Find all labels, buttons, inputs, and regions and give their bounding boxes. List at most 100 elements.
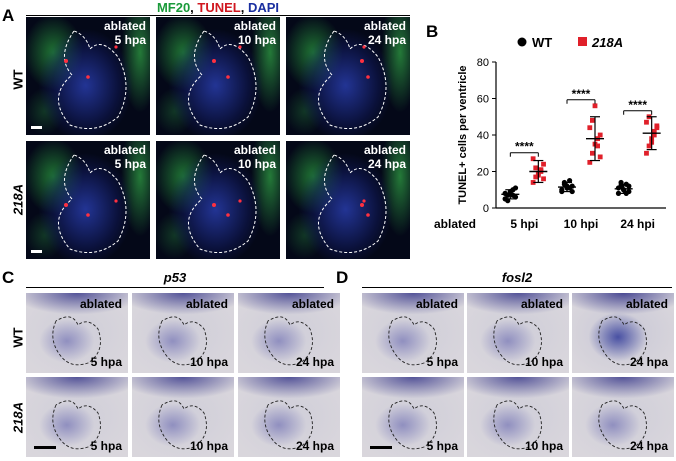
data-point-218a (587, 125, 593, 131)
data-point-wt (569, 188, 575, 195)
x-tick-label: 10 hpi (564, 217, 599, 231)
panel-label-d: D (336, 268, 349, 287)
scale-bar (370, 446, 392, 449)
tile-label-top: ablated (103, 19, 146, 33)
heart-outline (52, 400, 101, 450)
panel-c-gene: p53 (163, 270, 187, 285)
data-point-218a (587, 159, 593, 165)
tile-label-time: 5 hpa (90, 439, 122, 453)
tile-label-top: ablated (291, 297, 334, 311)
data-point-218a (530, 156, 536, 162)
scale-bar (31, 126, 42, 129)
fluorescence-image: ablated 5 hpa (26, 17, 150, 135)
data-point-218a (651, 132, 657, 138)
panel-d-underline (362, 287, 672, 288)
heart-outline (188, 30, 257, 130)
y-tick-label: 60 (477, 94, 489, 106)
tile-label-time: 24 hpa (629, 439, 668, 453)
tile-label-time: 5 hpa (114, 33, 146, 47)
heart-outline (598, 400, 647, 450)
significance-label: **** (572, 87, 591, 101)
in-situ-image: 5 hpa (362, 377, 464, 457)
tile-label-top: ablated (415, 297, 458, 311)
panel-a-title: MF20, TUNEL, DAPI (26, 0, 410, 15)
in-situ-image: ablated 24 hpa (572, 293, 674, 373)
scale-bar (31, 250, 42, 253)
data-point-wt (502, 190, 508, 196)
legend-marker-wt (517, 37, 527, 47)
panel-c-underline (26, 287, 324, 288)
heart-outline (388, 316, 437, 366)
tile-label-top: ablated (625, 297, 668, 311)
panel-label-c: C (2, 268, 15, 287)
tile-label-top: ablated (185, 297, 228, 311)
y-tick-label: 0 (483, 203, 489, 215)
in-situ-image: ablated 5 hpa (26, 293, 128, 373)
tile-label-time: 5 hpa (90, 355, 122, 369)
row-label-wt-c: WT (10, 327, 26, 348)
panel-label-b: B (426, 22, 439, 41)
heart-outline (598, 316, 647, 366)
data-point-218a (541, 176, 546, 182)
data-point-218a (597, 154, 603, 160)
data-point-218a (592, 103, 598, 109)
fluorescence-image: ablated 24 hpa (286, 17, 410, 135)
data-point-218a (533, 165, 539, 171)
row-label-wt-a: WT (10, 69, 26, 90)
heart-outline (52, 316, 101, 366)
in-situ-image: ablated 5 hpa (362, 293, 464, 373)
panel-a-title-part: DAPI (247, 0, 280, 15)
data-point-218a (644, 119, 649, 125)
scale-bar (34, 446, 56, 449)
panel-a-title-part: , (240, 0, 248, 15)
row-label-218a-a: 218A (10, 183, 26, 216)
heart-outline (264, 316, 313, 366)
in-situ-image: 10 hpa (467, 377, 569, 457)
in-situ-image: 10 hpa (132, 377, 234, 457)
significance-label: **** (515, 140, 534, 154)
fluorescence-image: ablated 10 hpa (156, 17, 280, 135)
panel-a-title-part: MF20 (156, 0, 191, 15)
tile-label-time: 5 hpa (114, 157, 146, 171)
in-situ-image: 5 hpa (26, 377, 128, 457)
tile-label-top: ablated (363, 19, 406, 33)
in-situ-image: ablated 10 hpa (467, 293, 569, 373)
heart-outline (388, 400, 437, 450)
x-tick-label: 24 hpi (620, 217, 655, 231)
tile-label-time: 10 hpa (189, 439, 228, 453)
data-point-218a (646, 143, 652, 149)
data-point-218a (644, 150, 649, 156)
y-axis-label: TUNEL+ cells per ventricle (457, 65, 469, 204)
tile-label-time: 24 hpa (295, 355, 334, 369)
tile-label-time: 5 hpa (426, 439, 458, 453)
data-point-wt (615, 185, 622, 191)
tile-label-top: ablated (233, 19, 276, 33)
fluorescence-image: ablated 10 hpa (156, 141, 280, 259)
data-point-218a (654, 125, 660, 131)
data-point-218a (533, 174, 539, 180)
tile-label-time: 24 hpa (629, 355, 668, 369)
data-point-wt (510, 192, 516, 198)
heart-outline (493, 316, 542, 366)
data-point-218a (541, 161, 546, 167)
tile-label-top: ablated (79, 297, 122, 311)
panel-a-title-underline (26, 15, 410, 16)
tile-label-top: ablated (363, 143, 406, 157)
tile-label-time: 10 hpa (237, 33, 276, 47)
tile-label-time: 10 hpa (524, 439, 563, 453)
tile-label-time: 24 hpa (295, 439, 334, 453)
data-point-218a (651, 128, 657, 134)
tile-label-time: 5 hpa (426, 355, 458, 369)
tile-label-time: 24 hpa (367, 33, 406, 47)
tile-label-time: 24 hpa (367, 157, 406, 171)
panel-label-a: A (2, 6, 15, 25)
y-tick-label: 80 (477, 57, 489, 69)
in-situ-image: 24 hpa (572, 377, 674, 457)
tunel-chart: WT 218A 0 20 40 60 80 TUNEL+ cells per ventricl… (434, 35, 666, 231)
x-tick-label: 5 hpi (510, 217, 538, 231)
panel-d-gene: fosl2 (501, 270, 533, 285)
heart-outline (493, 400, 542, 450)
heart-outline (58, 154, 127, 254)
significance-label: **** (628, 98, 647, 112)
legend-label-wt: WT (532, 35, 552, 50)
